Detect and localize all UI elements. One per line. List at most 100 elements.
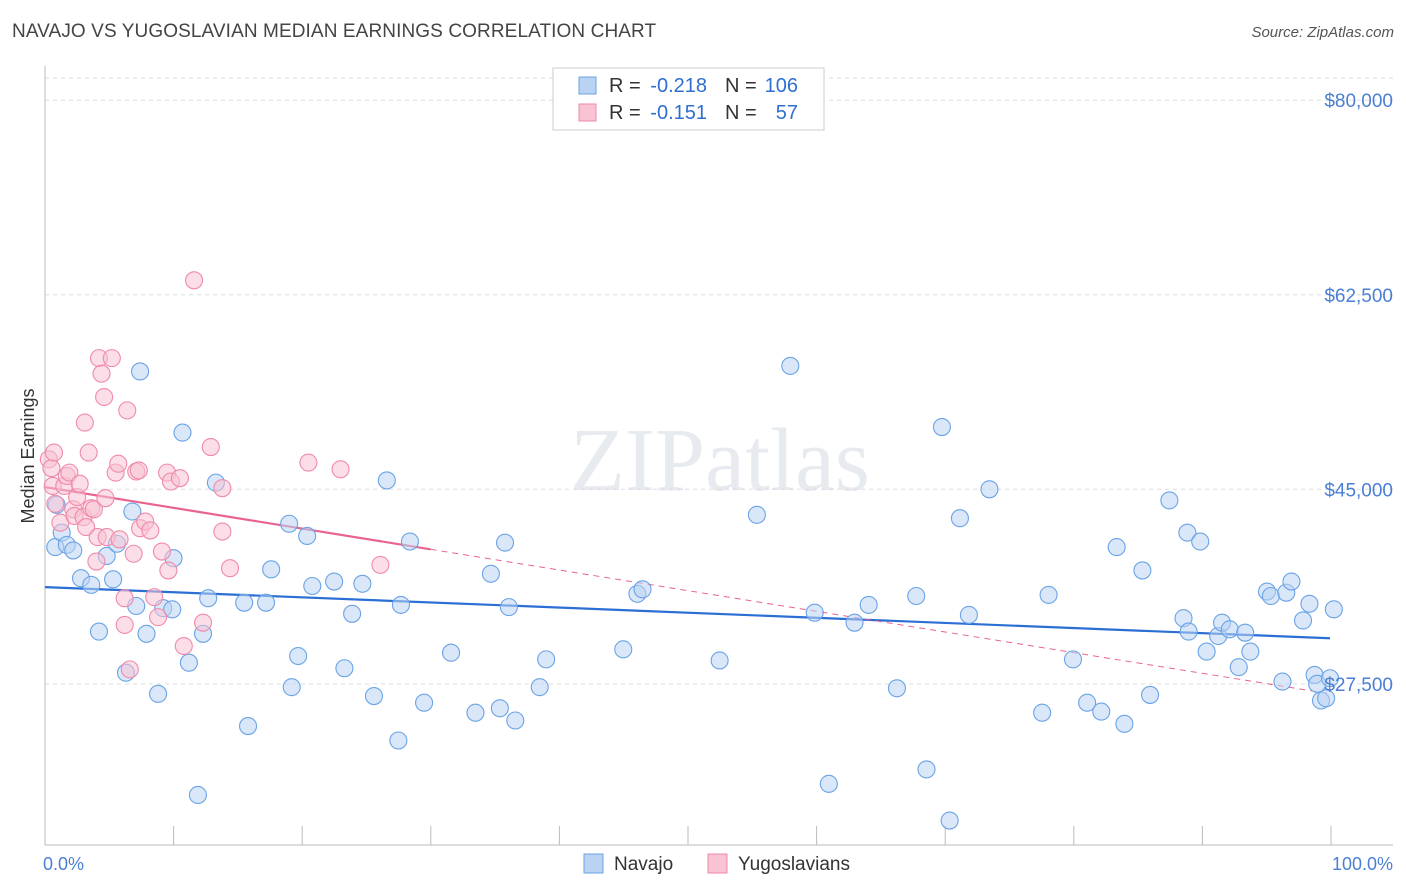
yugoslavian-point — [213, 522, 232, 541]
navajo-point — [1300, 594, 1319, 613]
legend-r-label: R = — [609, 75, 641, 97]
navajo-point — [1197, 642, 1216, 661]
navajo-point — [1179, 622, 1198, 641]
navajo-point — [506, 711, 525, 730]
navajo-point — [389, 731, 408, 750]
yugoslavian-point — [92, 364, 111, 383]
yugoslavian-point — [118, 401, 137, 420]
watermark: ZIPatlas — [570, 411, 870, 510]
yugoslavian-point — [185, 271, 204, 290]
legend-n-yugo: 57 — [776, 102, 798, 124]
navajo-point — [335, 659, 354, 678]
navajo-point — [537, 650, 556, 669]
navajo-point — [859, 595, 878, 614]
yugoslavian-point — [174, 636, 193, 656]
y-axis-title: Median Earnings — [18, 388, 38, 523]
navajo-point — [1133, 561, 1152, 580]
yugoslavian-point — [170, 469, 189, 488]
yugoslavian-point — [46, 494, 65, 513]
yugoslavian-point — [102, 349, 121, 368]
yugoslavian-point — [115, 615, 134, 634]
navajo-point — [188, 785, 207, 805]
legend-r-yugo: -0.151 — [650, 102, 707, 124]
bottom-legend: Navajo Yugoslavians — [583, 853, 850, 875]
navajo-point — [490, 699, 509, 718]
bottom-legend-swatch-navajo — [583, 853, 604, 874]
navajo-point — [179, 653, 198, 672]
navajo-point — [173, 423, 192, 442]
navajo-point — [1293, 611, 1313, 630]
y-tick-label: $62,500 — [1324, 286, 1393, 307]
y-tick-label: $45,000 — [1324, 480, 1393, 501]
gridlines — [45, 77, 1393, 685]
navajo-point — [1317, 689, 1336, 708]
x-tick-label-max: 100.0% — [1332, 854, 1393, 874]
navajo-point — [1191, 532, 1210, 551]
navajo-point — [1229, 658, 1248, 677]
navajo-point — [1063, 650, 1083, 669]
y-tick-label: $80,000 — [1324, 91, 1393, 112]
navajo-point — [1141, 685, 1160, 704]
yugoslavian-point — [44, 443, 64, 462]
yugoslavian-point — [109, 454, 128, 473]
navajo-point — [82, 575, 101, 594]
navajo-point — [495, 533, 515, 552]
navajo-point — [1178, 523, 1197, 542]
navajo-point — [907, 586, 926, 606]
navajo-point — [481, 564, 500, 583]
legend-swatch-yugo — [578, 103, 597, 122]
navajo-point — [149, 684, 168, 703]
yugo-trend-line-dashed — [430, 548, 1331, 695]
bottom-legend-navajo: Navajo — [614, 854, 673, 875]
navajo-point — [64, 541, 83, 560]
navajo-point — [980, 480, 999, 499]
navajo-point — [1107, 538, 1126, 557]
navajo-point — [377, 471, 396, 490]
yugoslavian-point — [201, 437, 220, 457]
navajo-point — [710, 651, 729, 670]
navajo-point — [289, 646, 308, 666]
source-label: Source: ZipAtlas.com — [1251, 24, 1394, 41]
navajo-point — [131, 362, 150, 381]
navajo-point — [887, 679, 907, 698]
navajo-point — [442, 643, 461, 662]
yugoslavian-point — [120, 660, 139, 679]
yugoslavian-point — [220, 559, 240, 578]
yugoslavian-point — [149, 608, 168, 627]
navajo-point — [364, 686, 384, 706]
navajo-point — [391, 595, 410, 614]
legend-n-navajo: 106 — [765, 75, 798, 97]
navajo-point — [104, 570, 123, 589]
yugoslavian-point — [115, 589, 134, 608]
legend-r-navajo: -0.218 — [650, 75, 707, 97]
legend-n-label-2: N = — [725, 102, 757, 124]
legend-r-label-2: R = — [609, 102, 641, 124]
yugoslavian-point — [87, 552, 106, 571]
navajo-point — [1261, 586, 1280, 606]
navajo-point — [614, 640, 633, 659]
navajo-point — [819, 774, 838, 793]
navajo-point — [89, 622, 109, 641]
yugoslavian-point — [152, 542, 171, 561]
trend-lines — [44, 485, 1331, 695]
navajo-point — [1115, 714, 1134, 733]
yugoslavian-point — [371, 555, 390, 574]
navajo-point — [917, 760, 936, 779]
navajo-point — [400, 532, 419, 551]
yugoslavian-point — [124, 544, 143, 563]
navajo-point — [1282, 572, 1301, 591]
navajo-point — [1273, 672, 1292, 691]
yugoslavian-point — [96, 489, 115, 508]
navajo-point — [845, 613, 864, 632]
yugoslavian-point — [299, 453, 318, 472]
yugoslavian-point — [84, 500, 103, 519]
yugoslavian-point — [77, 518, 96, 537]
navajo-point — [238, 717, 258, 736]
navajo-point — [959, 605, 978, 624]
navajo-point — [1078, 693, 1097, 712]
navajo-point — [199, 589, 218, 608]
yugoslavian-point — [70, 474, 89, 493]
navajo-point — [303, 576, 322, 596]
navajo-point — [1236, 623, 1255, 642]
navajo-point — [781, 356, 800, 375]
